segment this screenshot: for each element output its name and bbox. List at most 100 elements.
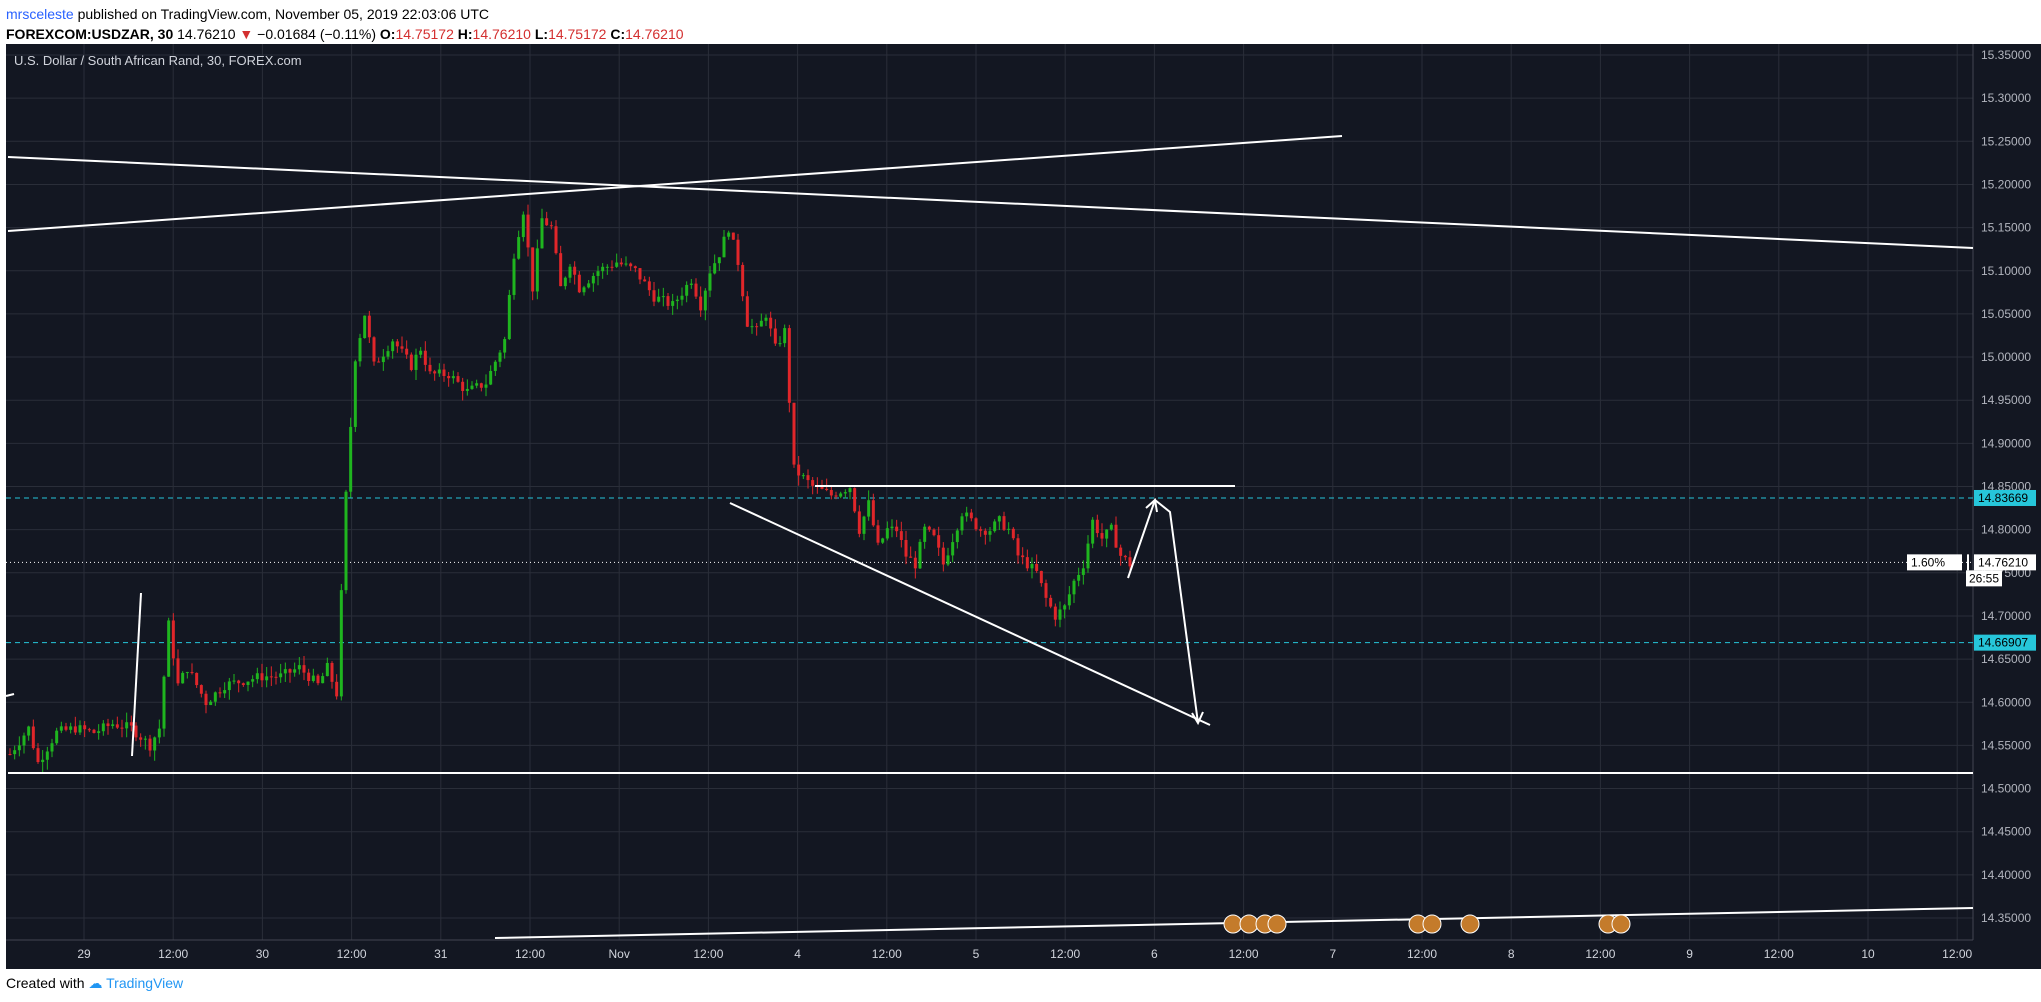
candle [605, 266, 609, 268]
x-tick-label: 12:00 [1407, 947, 1437, 961]
candle [843, 492, 847, 494]
x-axis-ticks: 29 12:00 30 12:00 31 12:00 Nov 12:00 4 12:00 5 12:0… [77, 947, 1972, 961]
candle [339, 590, 343, 697]
candle [479, 383, 483, 388]
candle [517, 237, 521, 259]
candle [759, 320, 763, 327]
candle [638, 268, 642, 280]
candle [157, 728, 161, 738]
candle [265, 676, 269, 681]
candle [969, 512, 973, 519]
candle [773, 328, 777, 344]
candle [960, 516, 964, 531]
candle [325, 662, 329, 677]
candle [699, 296, 703, 311]
candle [237, 680, 241, 684]
candle [871, 500, 875, 526]
candle [848, 488, 852, 493]
candle [185, 672, 189, 674]
y-tick-label: 14.95000 [1981, 393, 2031, 407]
author-link[interactable]: mrsceleste [6, 6, 74, 22]
candle [801, 475, 805, 477]
candle [904, 539, 908, 557]
trendline-ascending[interactable] [7, 135, 1343, 232]
candle [274, 676, 278, 678]
candle [591, 275, 595, 284]
candle [829, 489, 833, 496]
flag-icon[interactable] [1239, 914, 1259, 934]
created-with: Created with [6, 975, 85, 991]
candle [162, 676, 166, 729]
candle [1123, 555, 1127, 558]
candle [69, 726, 73, 730]
x-tick-label: 9 [1686, 947, 1693, 961]
candles [8, 204, 1132, 773]
candle [731, 232, 735, 240]
flag-icon[interactable] [1267, 914, 1287, 934]
x-tick-label: 10 [1861, 947, 1875, 961]
candle [405, 348, 409, 355]
impulse-line[interactable] [131, 592, 142, 757]
candle [876, 525, 880, 543]
candle [680, 295, 684, 300]
candle [423, 350, 427, 365]
footer: Created with ☁ TradingView [6, 975, 183, 992]
candle [171, 620, 175, 659]
candle [554, 226, 558, 254]
candle [92, 729, 96, 733]
candle [1100, 533, 1104, 539]
candle [615, 262, 619, 267]
candle [629, 263, 633, 267]
candle [232, 680, 236, 682]
candle [867, 500, 871, 517]
flag-icon[interactable] [1611, 914, 1631, 934]
publish-line: mrsceleste published on TradingView.com,… [6, 4, 684, 24]
flag-icon[interactable] [1460, 914, 1480, 934]
candle [1067, 594, 1071, 606]
candle [78, 725, 82, 733]
candle [316, 675, 320, 684]
candle [820, 486, 824, 489]
tradingview-link[interactable]: TradingView [106, 975, 184, 991]
drawings [5, 135, 1974, 939]
candle [689, 283, 693, 285]
candle [839, 493, 843, 497]
x-tick-label: 12:00 [515, 947, 545, 961]
x-tick-label: 31 [434, 947, 448, 961]
candle [1086, 543, 1090, 569]
candle [890, 526, 894, 529]
candle [353, 361, 357, 427]
candle [577, 274, 581, 293]
tradingview-logo-icon: ☁ [88, 975, 103, 991]
candle [493, 361, 497, 371]
candle [1114, 524, 1118, 548]
candle [895, 526, 899, 532]
y-tick-label: 14.60000 [1981, 695, 2031, 709]
candle [143, 738, 147, 740]
chart-background [6, 44, 2041, 969]
candle [993, 521, 997, 532]
current-price-label-box [1974, 554, 2036, 571]
candle [335, 681, 339, 697]
y-tick-label: 14.80000 [1981, 523, 2031, 537]
candle [1095, 519, 1099, 534]
candle [176, 658, 180, 684]
candle [909, 556, 913, 558]
triangle-bottom-line[interactable] [729, 502, 1211, 726]
candle [241, 683, 245, 685]
candle [17, 745, 21, 751]
trendline-descending[interactable] [7, 156, 1974, 249]
projection-arrow[interactable] [1127, 498, 1199, 724]
flag-icon[interactable] [1223, 914, 1243, 934]
y-tick-label: 15.10000 [1981, 264, 2031, 278]
flag-icon[interactable] [1422, 914, 1442, 934]
candle [1030, 564, 1034, 569]
candle [717, 257, 721, 264]
candle [507, 294, 511, 340]
y-tick-label: 15.15000 [1981, 221, 2031, 235]
candle [526, 214, 530, 248]
candle [288, 669, 292, 673]
candle [27, 726, 31, 736]
candle [367, 315, 371, 338]
